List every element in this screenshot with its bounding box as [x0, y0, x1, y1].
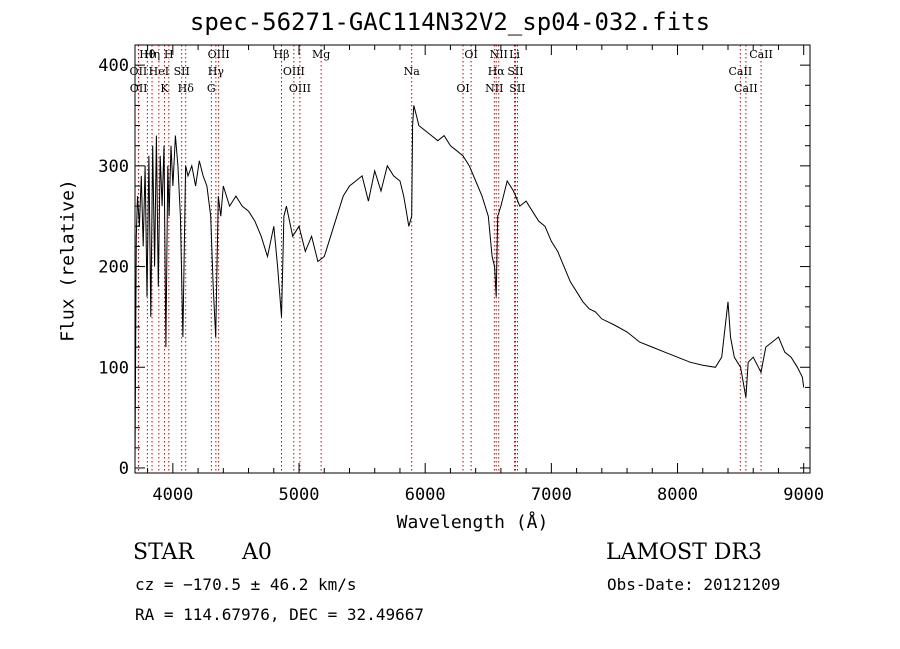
x-tick-label: 8000: [657, 485, 698, 505]
line-marker-label: Hα: [488, 65, 506, 78]
survey-name: LAMOST DR3: [606, 540, 762, 565]
y-tick-label: 300: [98, 157, 129, 177]
line-marker-label: OII: [130, 82, 148, 95]
x-tick-label: 4000: [152, 485, 193, 505]
line-marker-label: Mg: [312, 48, 330, 61]
y-tick-label: 0: [119, 459, 129, 479]
line-marker-label: Hθ: [139, 48, 156, 61]
line-markers: [137, 45, 762, 473]
line-marker-labels: HθOIIOIIHηHeIKHSIIHδOIIIHγGHβOIIIOIIIMgN…: [130, 48, 773, 95]
redshift-velocity: cz = −170.5 ± 46.2 km/s: [135, 575, 357, 594]
object-class: STAR: [133, 540, 194, 565]
y-tick-label: 400: [98, 56, 129, 76]
object-subclass: A0: [242, 540, 272, 565]
line-marker-label: SII: [507, 65, 523, 78]
line-marker-label: HeI: [149, 65, 169, 78]
y-tick-label: 100: [98, 358, 129, 378]
spectrum-line: [134, 105, 805, 463]
line-marker-label: K: [160, 82, 169, 95]
x-axis-label: Wavelength (Å): [396, 512, 549, 533]
line-marker-label: OII: [130, 65, 148, 78]
line-marker-label: H: [164, 48, 174, 61]
line-marker-label: OIII: [289, 82, 311, 95]
line-marker-label: CaII: [729, 65, 753, 78]
line-marker-label: OIII: [208, 48, 230, 61]
spectrum-series: [134, 105, 805, 463]
line-marker-label: OI: [464, 48, 477, 61]
ticks: 4000 5000 6000 7000 8000 9000 0 100 200 300 400: [98, 45, 824, 505]
observation-date: Obs-Date: 20121209: [607, 575, 781, 594]
x-tick-label: 7000: [531, 485, 572, 505]
line-marker-label: OI: [456, 82, 469, 95]
line-marker-label: Hη: [144, 48, 160, 61]
line-marker-label: G: [207, 82, 216, 95]
line-marker-label: OIII: [283, 65, 305, 78]
line-marker-label: Li: [509, 48, 520, 61]
line-marker-label: Na: [404, 65, 421, 78]
chart-title: spec-56271-GAC114N32V2_sp04-032.fits: [189, 8, 711, 36]
x-tick-label: 6000: [405, 485, 446, 505]
plot-frame: [134, 44, 811, 474]
line-marker-label: Hβ: [274, 48, 290, 61]
line-marker-label: SII: [174, 65, 190, 78]
line-marker-label: CaII: [734, 82, 758, 95]
line-marker-label: CaII: [749, 48, 773, 61]
x-tick-label: 5000: [279, 485, 320, 505]
line-marker-label: SII: [509, 82, 525, 95]
x-tick-label: 9000: [783, 485, 824, 505]
line-marker-label: Hδ: [178, 82, 195, 95]
line-marker-label: Hγ: [208, 65, 225, 78]
y-axis-label: Flux (relative): [57, 179, 79, 342]
axes: [134, 44, 811, 474]
line-marker-label: NII: [485, 82, 503, 95]
line-marker-label: NII: [490, 48, 508, 61]
y-tick-label: 200: [98, 258, 129, 278]
coordinates: RA = 114.67976, DEC = 32.49667: [135, 605, 424, 624]
